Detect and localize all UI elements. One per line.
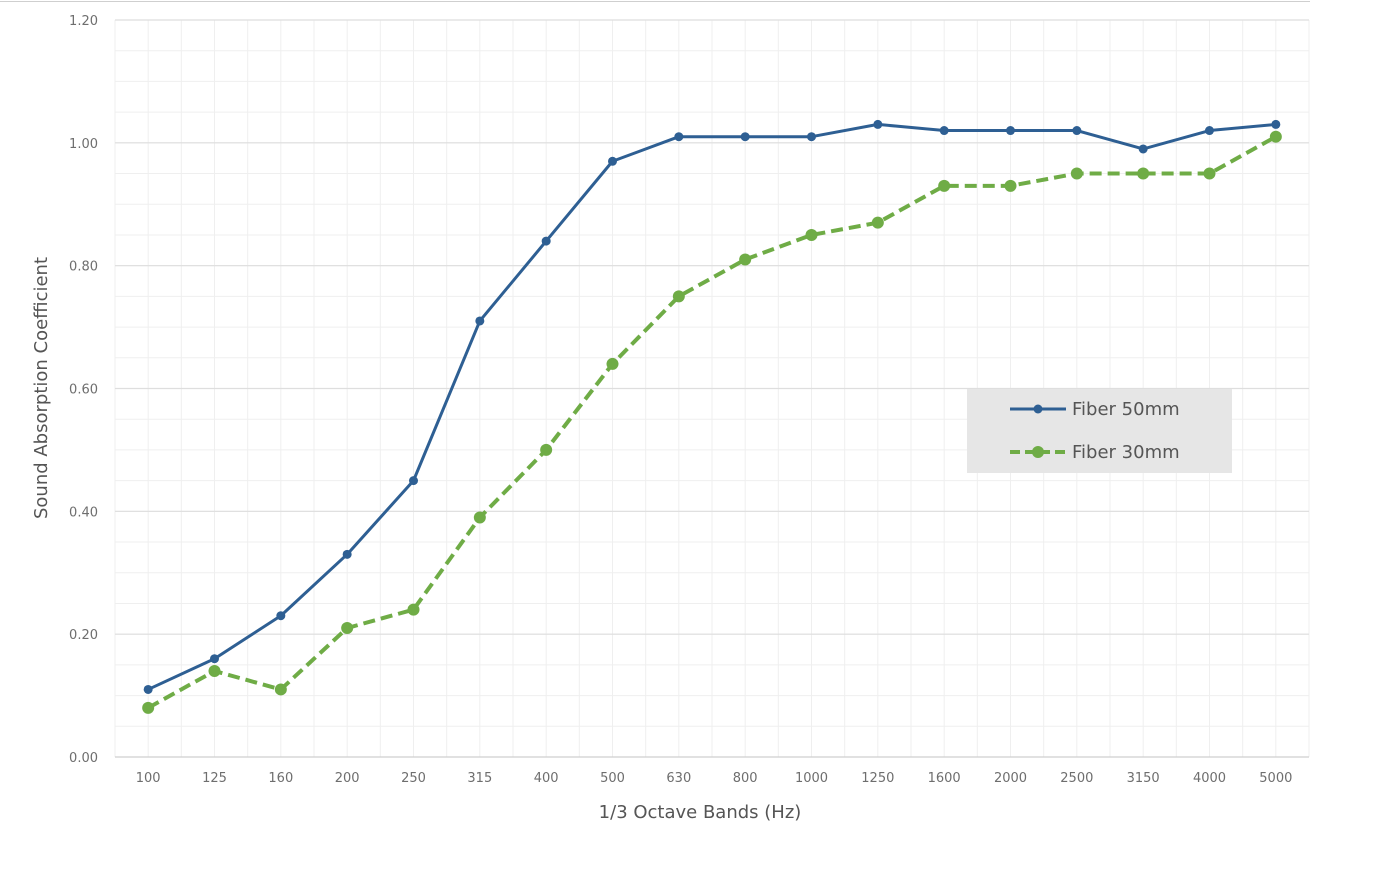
series-layer [142,119,1282,714]
x-tick-label: 400 [534,771,559,786]
y-tick-label: 0.00 [69,751,98,766]
data-point [807,132,816,142]
axes: 0.00 0.20 0.40 0.60 0.80 1.00 1.20 100 125 160 200… [69,14,1292,786]
x-tick-label: 100 [136,771,161,786]
legend-item: Fiber 30mm [1010,442,1180,463]
data-point [1004,179,1017,192]
data-point [608,156,617,166]
series-2 [142,130,1282,714]
data-point [1203,167,1216,180]
data-point [342,549,352,559]
data-point [276,611,286,621]
data-point [1271,119,1281,129]
data-point [740,132,750,142]
x-tick-label: 630 [666,771,691,786]
data-point [541,236,551,246]
data-point [473,511,486,524]
data-point [409,476,418,486]
data-point [805,228,818,241]
x-tick-label: 1000 [795,771,828,786]
data-point [142,701,155,714]
series-line [147,122,1276,691]
y-tick-label: 0.80 [69,260,98,275]
x-tick-label: 2500 [1060,771,1093,786]
legend-item: Fiber 50mm [1010,399,1180,420]
legend-label: Fiber 30mm [1072,442,1180,463]
data-point [1070,167,1083,180]
y-tick-label: 1.00 [69,137,98,152]
legend-label: Fiber 50mm [1072,399,1180,420]
x-tick-label: 1600 [928,771,961,786]
x-axis-title: 1/3 Octave Bands (Hz) [599,802,802,823]
data-point [674,132,684,142]
data-point [1138,144,1148,154]
y-axis-title: Sound Absorption Coefficient [31,257,52,519]
x-tick-label: 2000 [994,771,1027,786]
data-point [1269,130,1282,143]
legend-marker [1032,446,1044,458]
data-point [739,253,752,266]
series-1 [143,119,1281,694]
data-point [873,119,883,129]
legend-background [967,389,1232,473]
grid [114,19,1310,758]
data-point [939,126,949,136]
x-tick-label: 800 [733,771,758,786]
data-point [208,665,221,678]
y-tick-label: 0.60 [69,383,98,398]
y-tick-label: 0.40 [69,505,98,520]
legend: Fiber 50mm Fiber 30mm [967,389,1232,473]
data-point [672,290,685,303]
data-point [606,357,619,370]
data-point [938,179,951,192]
x-tick-label: 500 [600,771,625,786]
data-point [143,684,153,694]
data-point [341,622,354,635]
x-tick-label: 250 [401,771,426,786]
data-point [274,683,287,696]
x-tick-label: 160 [268,771,293,786]
data-point [1137,167,1150,180]
legend-marker [1033,404,1043,414]
x-tick-label: 200 [335,771,360,786]
data-point [1072,126,1082,136]
x-tick-label: 5000 [1259,771,1292,786]
data-point [1205,126,1214,136]
x-tick-label: 1250 [861,771,894,786]
x-tick-label: 315 [467,771,492,786]
data-point [1006,126,1015,136]
data-point [210,654,219,664]
series-line [147,134,1277,710]
y-tick-label: 1.20 [69,14,98,29]
data-point [475,316,485,326]
y-tick-label: 0.20 [69,628,98,643]
data-point [871,216,884,229]
data-point [540,443,553,456]
x-tick-label: 125 [202,771,227,786]
x-tick-label: 3150 [1127,771,1160,786]
data-point [407,603,420,616]
x-tick-label: 4000 [1193,771,1226,786]
